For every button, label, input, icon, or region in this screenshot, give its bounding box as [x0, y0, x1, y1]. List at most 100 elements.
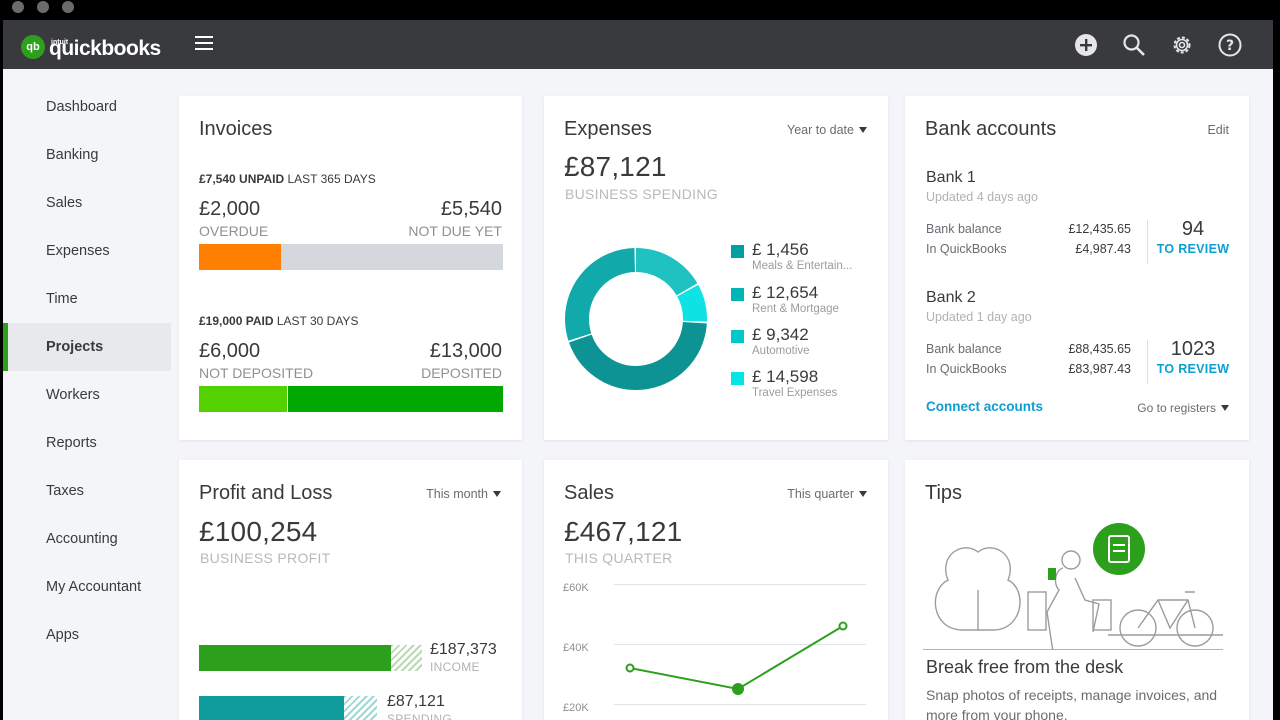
sidebar-item-dashboard[interactable]: Dashboard	[46, 99, 117, 115]
minimize-window-button[interactable]	[37, 1, 49, 13]
connect-accounts-link[interactable]: Connect accounts	[926, 399, 1044, 414]
expenses-legend-item[interactable]: £ 14,598 Travel Expenses	[731, 367, 837, 399]
top-bar: qb intuit quickbooks ?	[3, 20, 1273, 69]
donut-segment-2[interactable]	[565, 248, 707, 390]
expenses-legend-item[interactable]: £ 1,456 Meals & Entertain...	[731, 240, 852, 272]
gridline	[614, 644, 866, 645]
sales-line-chart[interactable]	[544, 460, 888, 720]
tips-title: Tips	[925, 482, 963, 504]
spending-amount: £87,121	[387, 693, 445, 710]
y-tick-label: £20K	[563, 702, 589, 714]
legend-category: Meals & Entertain...	[752, 260, 853, 272]
bank-1-name[interactable]: Bank 1	[926, 169, 976, 186]
pnl-period-dropdown[interactable]: This month	[426, 487, 501, 501]
zoom-window-button[interactable]	[62, 1, 74, 13]
sidebar-item-apps[interactable]: Apps	[46, 627, 80, 643]
overdue-bar[interactable]	[199, 244, 281, 270]
bank-2-qb-label: In QuickBooks	[926, 362, 1007, 376]
sidebar-item-sales[interactable]: Sales	[46, 195, 83, 211]
tips-heading[interactable]: Break free from the desk	[926, 657, 1124, 677]
gridline	[614, 584, 866, 585]
sales-period-dropdown[interactable]: This quarter	[787, 487, 867, 501]
tips-illustration	[923, 523, 1223, 650]
go-to-registers-dropdown[interactable]: Go to registers	[1137, 401, 1229, 415]
bank-1-review-link[interactable]: TO REVIEW	[1156, 242, 1230, 256]
legend-amount: £ 9,342	[752, 325, 809, 344]
bank-2-balance: £88,435.65	[1068, 342, 1131, 356]
sidebar-item-my-accountant[interactable]: My Accountant	[46, 579, 142, 595]
spending-bar[interactable]	[199, 696, 344, 720]
bank-1-review-count[interactable]: 94	[1181, 218, 1205, 240]
gear-icon[interactable]	[1169, 32, 1195, 58]
legend-category: Travel Expenses	[752, 387, 838, 399]
sidebar-item-projects[interactable]: Projects	[3, 323, 171, 371]
sidebar-item-reports[interactable]: Reports	[46, 435, 97, 451]
bank-2-updated: Updated 1 day ago	[926, 310, 1032, 324]
close-window-button[interactable]	[12, 1, 24, 13]
sales-data-point[interactable]	[732, 683, 744, 695]
sales-title: Sales	[564, 482, 615, 504]
invoices-paid-period: LAST 30 DAYS	[276, 314, 359, 328]
search-icon[interactable]	[1121, 32, 1147, 58]
sales-period-label: This quarter	[787, 487, 854, 501]
chevron-down-icon	[859, 127, 867, 133]
sidebar-item-accounting[interactable]: Accounting	[46, 531, 118, 547]
expenses-donut-chart[interactable]	[561, 244, 711, 394]
bank-accounts-title: Bank accounts	[925, 118, 1057, 140]
invoices-card: Invoices £7,540 UNPAID LAST 365 DAYS £2,…	[179, 96, 522, 440]
sales-data-point[interactable]	[625, 663, 635, 673]
sidebar-item-workers[interactable]: Workers	[46, 387, 100, 403]
bank-edit-link[interactable]: Edit	[1207, 123, 1229, 137]
not-deposited-bar[interactable]	[199, 386, 287, 412]
bank-2-qb-balance: £83,987.43	[1068, 362, 1131, 376]
bank-2-name[interactable]: Bank 2	[926, 289, 976, 306]
chevron-down-icon	[859, 491, 867, 497]
sidebar-item-taxes[interactable]: Taxes	[46, 483, 84, 499]
bank-2-review-link[interactable]: TO REVIEW	[1156, 362, 1230, 376]
legend-amount: £ 1,456	[752, 240, 809, 259]
svg-text:?: ?	[1226, 38, 1234, 54]
donut-segment-1[interactable]	[565, 248, 707, 390]
expenses-legend-item[interactable]: £ 9,342 Automotive	[731, 325, 810, 357]
deposited-bar[interactable]	[288, 386, 503, 412]
bank-2-review-count[interactable]: 1023	[1170, 338, 1216, 360]
y-tick-label: £60K	[563, 582, 589, 594]
expenses-total-label: BUSINESS SPENDING	[565, 186, 718, 202]
tips-card: Tips	[905, 460, 1249, 720]
bank-1-qb-label: In QuickBooks	[926, 242, 1007, 256]
sidebar-item-time[interactable]: Time	[46, 291, 78, 307]
expenses-legend-item[interactable]: £ 12,654 Rent & Mortgage	[731, 283, 839, 315]
deposited-amount: £13,000	[429, 340, 502, 362]
donut-segment-3[interactable]	[565, 248, 707, 390]
income-label: INCOME	[430, 660, 480, 674]
help-icon[interactable]: ?	[1217, 32, 1243, 58]
sidebar-item-expenses[interactable]: Expenses	[46, 243, 110, 259]
overdue-amount: £2,000	[199, 198, 261, 220]
spending-remainder	[344, 696, 377, 720]
expenses-title: Expenses	[564, 118, 652, 140]
invoices-unpaid-amount: £7,540 UNPAID	[199, 172, 285, 186]
y-tick-label: £40K	[563, 642, 589, 654]
pnl-total-label: BUSINESS PROFIT	[200, 550, 331, 566]
invoices-unpaid-period: LAST 365 DAYS	[287, 172, 376, 186]
go-to-registers-label: Go to registers	[1137, 401, 1216, 415]
legend-swatch	[731, 330, 744, 343]
quickbooks-logo[interactable]: qb intuit quickbooks	[21, 32, 161, 62]
not-due-bar[interactable]	[281, 244, 503, 270]
income-bar[interactable]	[199, 645, 391, 671]
menu-toggle-icon[interactable]	[195, 36, 213, 50]
sales-total-label: THIS QUARTER	[565, 550, 673, 566]
add-icon[interactable]	[1073, 32, 1099, 58]
sales-data-point[interactable]	[838, 621, 848, 631]
donut-segment-0[interactable]	[565, 248, 707, 390]
not-deposited-amount: £6,000	[199, 340, 261, 362]
sidebar-item-banking[interactable]: Banking	[46, 147, 99, 163]
logo-wordmark: quickbooks	[49, 37, 161, 60]
expenses-total: £87,121	[564, 151, 667, 182]
legend-swatch	[731, 288, 744, 301]
window-controls	[12, 1, 74, 13]
spending-label: SPENDING	[387, 712, 453, 720]
expenses-period-dropdown[interactable]: Year to date	[787, 123, 867, 137]
not-due-amount: £5,540	[440, 198, 502, 220]
bank-2-balance-label: Bank balance	[926, 342, 1002, 356]
